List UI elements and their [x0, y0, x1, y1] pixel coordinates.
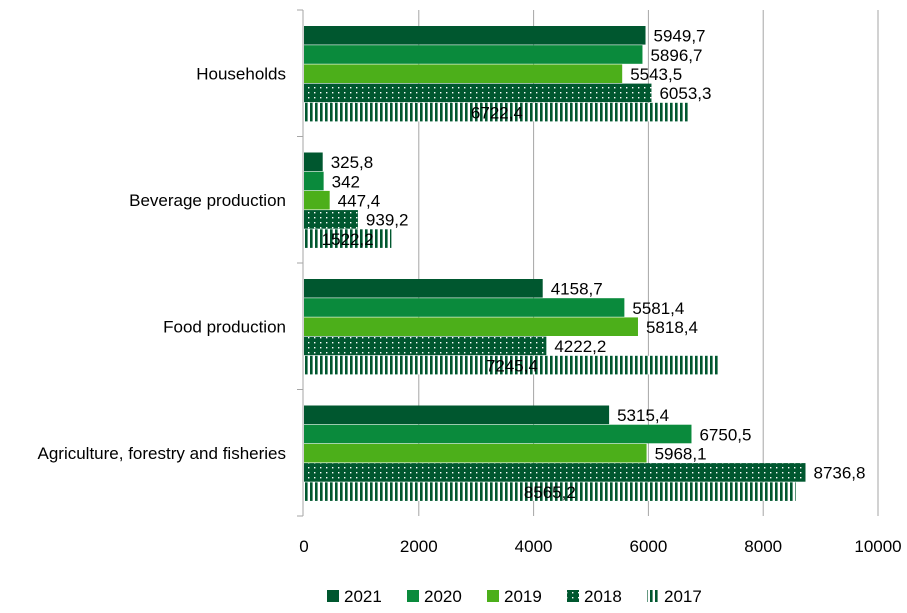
data-label: 1522,2: [322, 230, 374, 249]
data-label: 6053,3: [659, 84, 711, 103]
bar: [304, 298, 625, 317]
x-tick-label: 4000: [515, 537, 553, 556]
category-label: Beverage production: [129, 191, 286, 210]
x-tick-label: 0: [299, 537, 308, 556]
data-label: 8736,8: [813, 464, 865, 483]
data-label: 8565,2: [524, 483, 576, 502]
bars: [304, 26, 806, 501]
legend-swatch: [487, 590, 499, 602]
legend-label: 2021: [344, 587, 382, 606]
bar: [304, 64, 623, 83]
bar: [304, 45, 643, 64]
data-label: 5581,4: [632, 299, 684, 318]
bar: [304, 171, 324, 191]
legend-label: 2018: [584, 587, 622, 606]
data-label: 5543,5: [630, 65, 682, 84]
data-label: 447,4: [338, 192, 381, 211]
x-tick-label: 6000: [629, 537, 667, 556]
x-tick-label: 10000: [854, 537, 901, 556]
data-label: 7245,4: [486, 356, 538, 375]
data-label: 5949,7: [654, 27, 706, 46]
legend-label: 2019: [504, 587, 542, 606]
axes: 0 2000 4000 6000 8000 10000 Households Beverage…: [38, 9, 902, 556]
data-label: 5968,1: [655, 445, 707, 464]
data-label: 939,2: [366, 211, 409, 230]
x-tick-label: 8000: [744, 537, 782, 556]
bar: [304, 355, 720, 375]
x-tick-label: 2000: [400, 537, 438, 556]
category-label: Households: [196, 64, 286, 83]
bar: [304, 482, 796, 501]
bar: [304, 317, 638, 336]
legend-swatch: [407, 590, 419, 602]
legend-label: 2017: [664, 587, 702, 606]
data-label: 4222,2: [554, 337, 606, 356]
legend: 2021 2020 2019 2018 2017: [327, 587, 702, 606]
bar: [304, 190, 330, 210]
bar: [304, 463, 806, 482]
data-label: 342: [332, 172, 360, 191]
bar: [304, 229, 392, 248]
data-label: 5818,4: [646, 318, 698, 337]
bar: [304, 279, 543, 298]
bar: [304, 102, 690, 122]
legend-swatch: [647, 590, 659, 602]
legend-swatch: [567, 590, 579, 602]
bar: [304, 210, 358, 229]
data-label: 4158,7: [551, 280, 603, 299]
category-label: Agriculture, forestry and fisheries: [38, 444, 287, 463]
bar: [304, 152, 323, 172]
data-label: 5315,4: [617, 406, 669, 425]
legend-label: 2020: [424, 587, 462, 606]
data-label: 325,8: [331, 153, 374, 172]
bar: [304, 336, 547, 356]
bar: [304, 424, 692, 444]
bar: [304, 443, 647, 463]
data-label: 6722,4: [471, 103, 523, 122]
data-label: 6750,5: [699, 425, 751, 444]
data-label: 5896,7: [650, 46, 702, 65]
legend-swatch: [327, 590, 339, 602]
bar: [304, 405, 610, 425]
bar: [304, 83, 652, 103]
bar: [304, 26, 646, 45]
category-label: Food production: [163, 317, 286, 336]
